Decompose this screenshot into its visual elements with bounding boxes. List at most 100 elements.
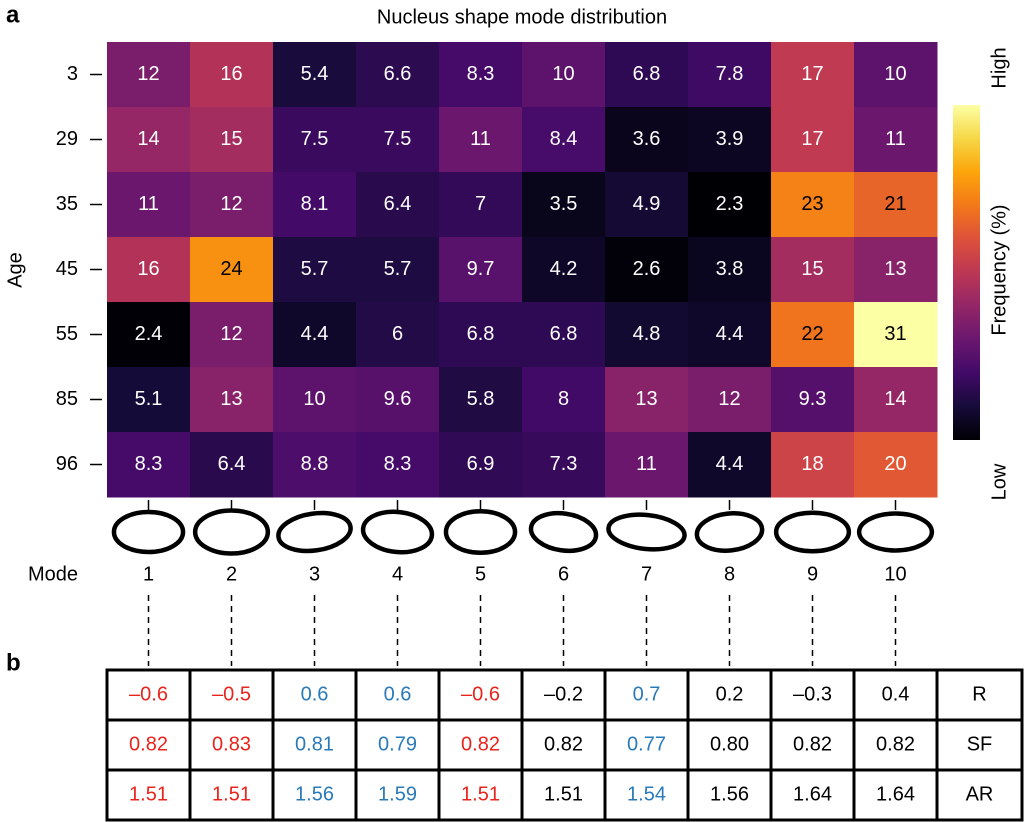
heatmap-cell bbox=[771, 367, 855, 433]
cell-label: 10 bbox=[884, 63, 906, 85]
heatmap-cell bbox=[356, 42, 440, 108]
shape-outline bbox=[528, 510, 599, 554]
cell-label: 22 bbox=[801, 323, 823, 345]
cell-label: 6.9 bbox=[467, 453, 495, 475]
cell-label: 3.9 bbox=[716, 128, 744, 150]
heatmap-cell bbox=[771, 302, 855, 368]
table-text: 1.64 bbox=[876, 783, 915, 805]
cell-label: 11 bbox=[138, 193, 159, 215]
cell-label: 14 bbox=[137, 128, 159, 150]
cell-label: 11 bbox=[636, 453, 657, 475]
cell-label: 6.8 bbox=[550, 323, 578, 345]
table-text: –0.6 bbox=[129, 683, 168, 705]
table-text: 0.4 bbox=[882, 683, 910, 705]
x-tick-label: 4 bbox=[392, 563, 403, 585]
cell-label: 11 bbox=[470, 128, 491, 150]
x-tick-label: 10 bbox=[884, 563, 906, 585]
y-axis-label: Age bbox=[4, 252, 26, 288]
table-text: 1.54 bbox=[627, 783, 666, 805]
heatmap-cell bbox=[605, 107, 689, 173]
cell-label: 16 bbox=[137, 258, 159, 280]
heatmap-cell bbox=[190, 367, 274, 433]
heatmap-cell bbox=[273, 432, 357, 498]
shape-outline bbox=[360, 509, 435, 555]
x-tick-label: 1 bbox=[143, 563, 154, 585]
heatmap-cell bbox=[688, 237, 772, 303]
cell-label: 12 bbox=[220, 323, 242, 345]
cell-label: 6.8 bbox=[633, 63, 661, 85]
cell-label: 4.8 bbox=[633, 323, 661, 345]
table-text: 0.82 bbox=[793, 733, 832, 755]
cell-label: 5.4 bbox=[301, 63, 329, 85]
chart-title: Nucleus shape mode distribution bbox=[377, 6, 667, 28]
table-cell bbox=[935, 768, 1024, 822]
heatmap-cell bbox=[356, 367, 440, 433]
heatmap-cell bbox=[688, 107, 772, 173]
colorbar-high: High bbox=[988, 47, 1010, 88]
heatmap-cell bbox=[107, 172, 191, 238]
cell-label: 24 bbox=[220, 258, 242, 280]
heatmap-cell bbox=[771, 237, 855, 303]
shape-outline bbox=[111, 509, 186, 555]
heatmap-cell bbox=[273, 237, 357, 303]
table-text: 1.56 bbox=[295, 783, 334, 805]
heatmap-cell bbox=[605, 42, 689, 108]
shape-outline bbox=[276, 510, 353, 554]
table-text: 0.77 bbox=[627, 733, 666, 755]
heatmap-cell bbox=[107, 42, 191, 108]
table-text: 0.2 bbox=[716, 683, 744, 705]
cell-label: 12 bbox=[220, 193, 242, 215]
heatmap-cell bbox=[439, 42, 523, 108]
cell-label: 17 bbox=[801, 128, 823, 150]
cell-label: 6 bbox=[392, 323, 403, 345]
table-text: 0.80 bbox=[710, 733, 749, 755]
cell-label: 13 bbox=[220, 388, 242, 410]
heatmap-cell bbox=[107, 367, 191, 433]
heatmap-cell bbox=[190, 432, 274, 498]
cell-label: 11 bbox=[885, 128, 906, 150]
heatmap-cell bbox=[273, 42, 357, 108]
heatmap-cell bbox=[522, 367, 606, 433]
cell-label: 4.9 bbox=[633, 193, 661, 215]
table-text: 0.6 bbox=[301, 683, 329, 705]
table-text: 0.82 bbox=[461, 733, 500, 755]
cell-label: 20 bbox=[884, 453, 906, 475]
table-text: 0.6 bbox=[384, 683, 412, 705]
y-tick-label: 45 bbox=[56, 258, 78, 280]
x-axis-label: Mode bbox=[28, 563, 78, 585]
cell-label: 18 bbox=[801, 453, 823, 475]
heatmap-cell bbox=[854, 42, 938, 108]
cell-label: 5.7 bbox=[384, 258, 412, 280]
table-text: 0.81 bbox=[295, 733, 334, 755]
colorbar-label: Frequency (%) bbox=[988, 204, 1010, 335]
heatmap-cell bbox=[854, 367, 938, 433]
y-tick-label: 3 bbox=[67, 63, 78, 85]
cell-label: 10 bbox=[303, 388, 325, 410]
cell-label: 15 bbox=[220, 128, 242, 150]
heatmap-cell bbox=[688, 367, 772, 433]
table-text: 1.51 bbox=[129, 783, 168, 805]
cell-label: 6.8 bbox=[467, 323, 495, 345]
heatmap-cell bbox=[107, 302, 191, 368]
cell-label: 21 bbox=[884, 193, 906, 215]
heatmap-cell bbox=[273, 302, 357, 368]
y-tick-label: 35 bbox=[56, 193, 78, 215]
heatmap-cell bbox=[605, 302, 689, 368]
cell-label: 9.7 bbox=[467, 258, 495, 280]
shape-outline bbox=[606, 512, 687, 552]
cell-label: 7 bbox=[475, 193, 486, 215]
table-text: 1.56 bbox=[710, 783, 749, 805]
cell-label: 6.4 bbox=[218, 453, 246, 475]
colorbar bbox=[953, 105, 980, 440]
table-text: –0.6 bbox=[461, 683, 500, 705]
cell-label: 12 bbox=[137, 63, 159, 85]
cell-label: 8.1 bbox=[301, 193, 329, 215]
cell-label: 6.6 bbox=[384, 63, 412, 85]
heatmap-cell bbox=[605, 367, 689, 433]
cell-label: 4.4 bbox=[301, 323, 329, 345]
heatmap-cell bbox=[356, 107, 440, 173]
cell-label: 4.4 bbox=[716, 323, 744, 345]
cell-label: 10 bbox=[552, 63, 574, 85]
cell-label: 8.3 bbox=[467, 63, 495, 85]
cell-label: 8.3 bbox=[384, 453, 412, 475]
